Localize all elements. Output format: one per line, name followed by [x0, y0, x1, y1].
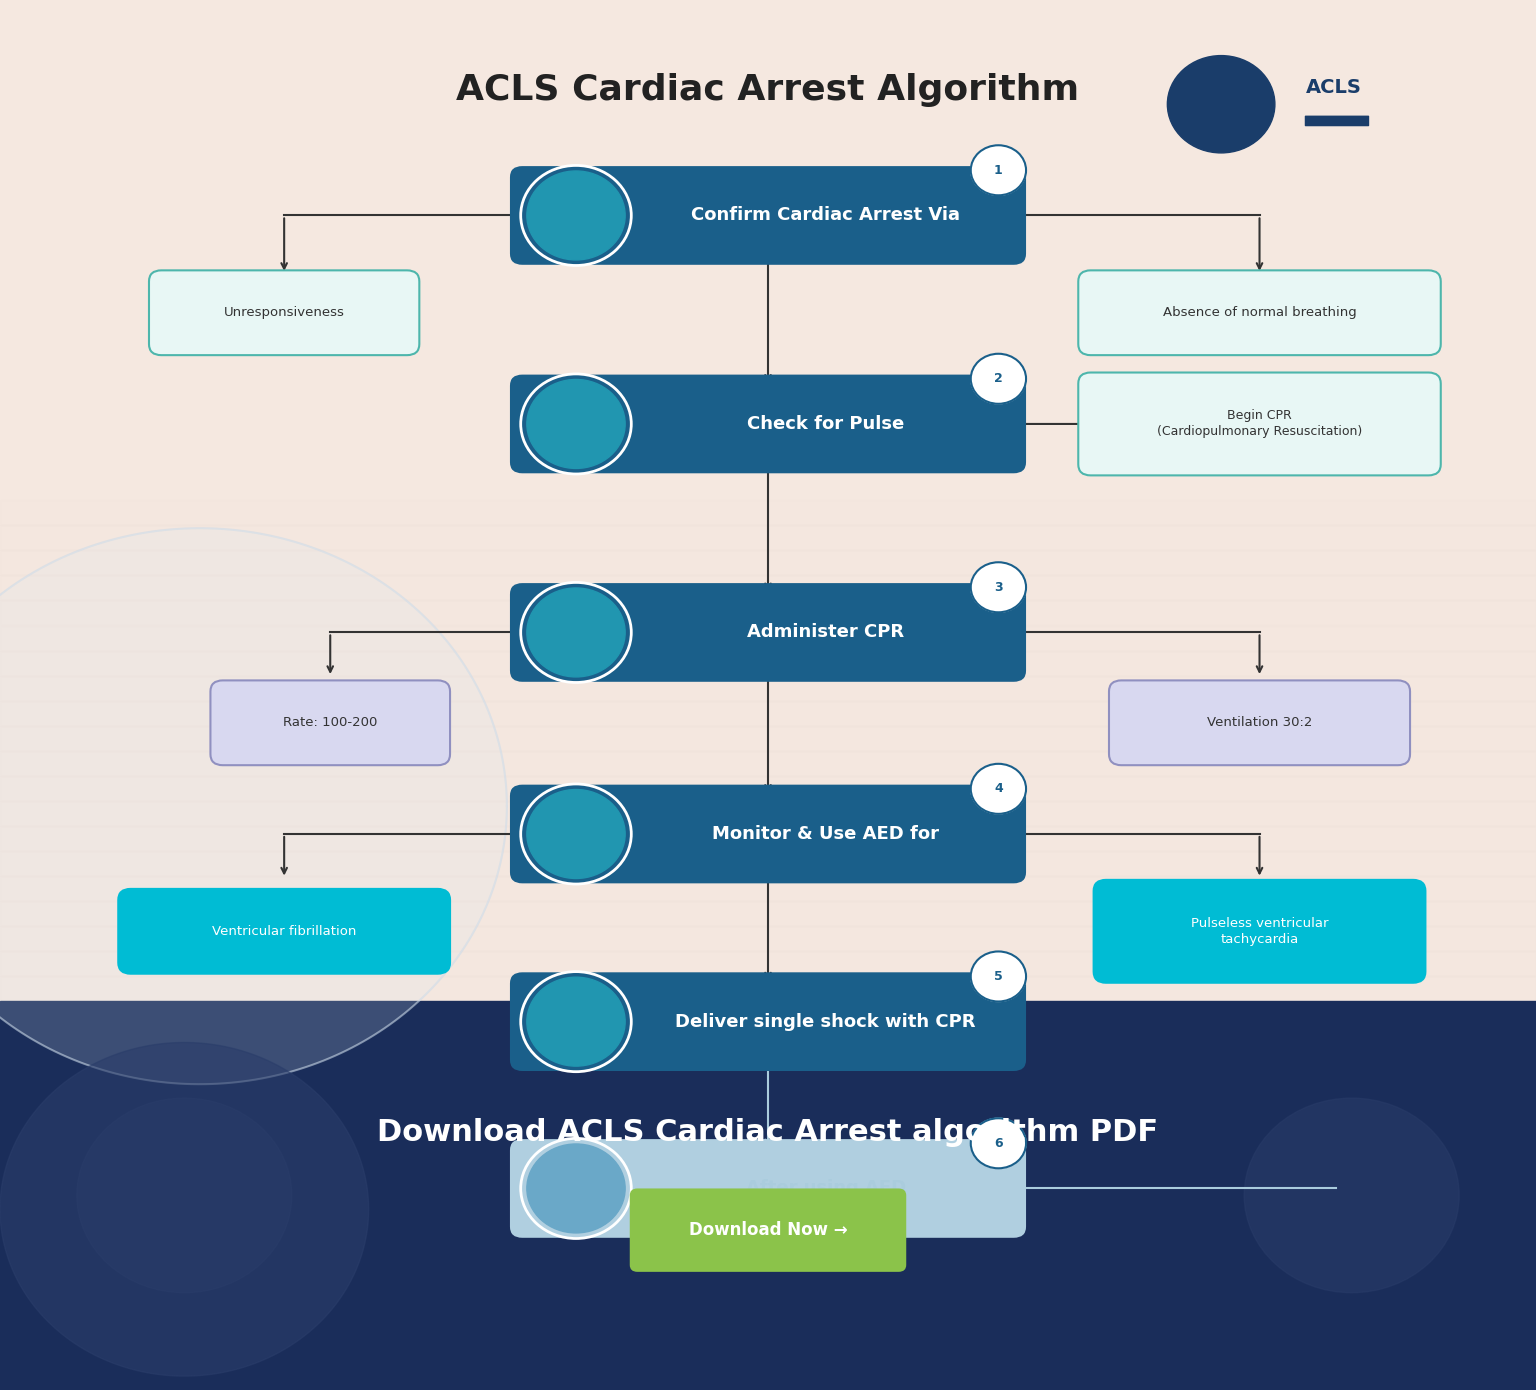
Text: 2: 2: [994, 373, 1003, 385]
Bar: [0, 400, 1536, 425]
Text: Check for Pulse: Check for Pulse: [746, 416, 905, 432]
Text: Confirm Cardiac Arrest Via: Confirm Cardiac Arrest Via: [691, 207, 960, 224]
Circle shape: [971, 1118, 1026, 1168]
FancyBboxPatch shape: [210, 681, 450, 765]
Bar: [0, 200, 1536, 225]
FancyBboxPatch shape: [630, 1188, 906, 1272]
Polygon shape: [0, 528, 507, 1084]
Bar: [0, 701, 1536, 726]
Circle shape: [1244, 1098, 1459, 1293]
Circle shape: [971, 562, 1026, 612]
FancyBboxPatch shape: [1109, 681, 1410, 765]
Circle shape: [527, 1144, 625, 1233]
Bar: [0, 600, 1536, 626]
Bar: [0, 25, 1536, 50]
Text: Monitor & Use AED for: Monitor & Use AED for: [713, 826, 938, 842]
Text: 6: 6: [994, 1137, 1003, 1150]
Bar: [0, 375, 1536, 400]
Text: Unresponsiveness: Unresponsiveness: [224, 306, 344, 320]
Bar: [0, 150, 1536, 175]
Bar: [0, 726, 1536, 751]
FancyBboxPatch shape: [510, 973, 1026, 1070]
Bar: [0, 626, 1536, 651]
FancyBboxPatch shape: [149, 271, 419, 354]
FancyBboxPatch shape: [118, 890, 450, 973]
Circle shape: [971, 765, 1026, 815]
Bar: [0, 525, 1536, 550]
Bar: [0, 225, 1536, 250]
Text: Rate: 100-200: Rate: 100-200: [283, 716, 378, 730]
FancyBboxPatch shape: [510, 1140, 1026, 1238]
Circle shape: [527, 588, 625, 677]
Bar: [0, 50, 1536, 75]
Circle shape: [527, 171, 625, 260]
Text: ACLS: ACLS: [1306, 78, 1361, 97]
Polygon shape: [0, 1042, 369, 1376]
Circle shape: [527, 790, 625, 878]
Circle shape: [1167, 56, 1275, 153]
Text: Administer CPR: Administer CPR: [746, 624, 905, 641]
Text: 1: 1: [994, 164, 1003, 177]
Bar: [0, 901, 1536, 926]
Text: Download ACLS Cardiac Arrest algorithm PDF: Download ACLS Cardiac Arrest algorithm P…: [378, 1119, 1158, 1147]
Text: 5: 5: [994, 970, 1003, 983]
Text: Absence of normal breathing: Absence of normal breathing: [1163, 306, 1356, 320]
Bar: [0, 350, 1536, 375]
Circle shape: [971, 145, 1026, 195]
Circle shape: [77, 1098, 292, 1293]
Bar: [0, 0, 1536, 25]
FancyBboxPatch shape: [510, 375, 1026, 473]
FancyBboxPatch shape: [510, 784, 1026, 884]
Bar: [0, 0, 1536, 1001]
Bar: [0, 651, 1536, 676]
Bar: [0, 951, 1536, 976]
Bar: [0, 575, 1536, 600]
Bar: [0, 851, 1536, 876]
Circle shape: [971, 951, 1026, 1001]
Bar: [0, 300, 1536, 325]
Bar: [0, 425, 1536, 450]
Bar: [0, 976, 1536, 1001]
Bar: [0, 175, 1536, 200]
FancyBboxPatch shape: [510, 165, 1026, 264]
Text: 4: 4: [994, 783, 1003, 795]
Text: Download Now →: Download Now →: [688, 1222, 848, 1238]
Bar: [0, 876, 1536, 901]
Bar: [0, 325, 1536, 350]
FancyBboxPatch shape: [510, 584, 1026, 681]
Bar: [0, 75, 1536, 100]
FancyBboxPatch shape: [1078, 271, 1441, 354]
Text: CERTIFICATION: CERTIFICATION: [1306, 117, 1369, 125]
Bar: [0, 826, 1536, 851]
FancyBboxPatch shape: [1094, 880, 1425, 983]
Bar: [0, 801, 1536, 826]
Bar: [0, 550, 1536, 575]
Text: Ventricular fibrillation: Ventricular fibrillation: [212, 924, 356, 938]
Text: Begin CPR
(Cardiopulmonary Resuscitation): Begin CPR (Cardiopulmonary Resuscitation…: [1157, 410, 1362, 438]
Bar: [0, 926, 1536, 951]
Circle shape: [527, 977, 625, 1066]
Text: ACLS Cardiac Arrest Algorithm: ACLS Cardiac Arrest Algorithm: [456, 74, 1080, 107]
Text: Deliver single shock with CPR: Deliver single shock with CPR: [676, 1013, 975, 1030]
Bar: [0, 450, 1536, 475]
Text: 3: 3: [994, 581, 1003, 594]
Text: Pulseless ventricular
tachycardia: Pulseless ventricular tachycardia: [1190, 917, 1329, 945]
Text: Ventilation 30:2: Ventilation 30:2: [1207, 716, 1312, 730]
Bar: [0, 751, 1536, 776]
Text: After using AED: After using AED: [745, 1180, 906, 1197]
Bar: [0, 250, 1536, 275]
Circle shape: [971, 353, 1026, 404]
Bar: [0, 475, 1536, 500]
Bar: [0, 776, 1536, 801]
Bar: [0, 125, 1536, 150]
Bar: [0, 1001, 1536, 1390]
Bar: [0, 676, 1536, 701]
Bar: [0, 100, 1536, 125]
FancyBboxPatch shape: [1078, 373, 1441, 475]
Bar: [0, 275, 1536, 300]
Bar: [0, 500, 1536, 525]
Circle shape: [527, 379, 625, 468]
